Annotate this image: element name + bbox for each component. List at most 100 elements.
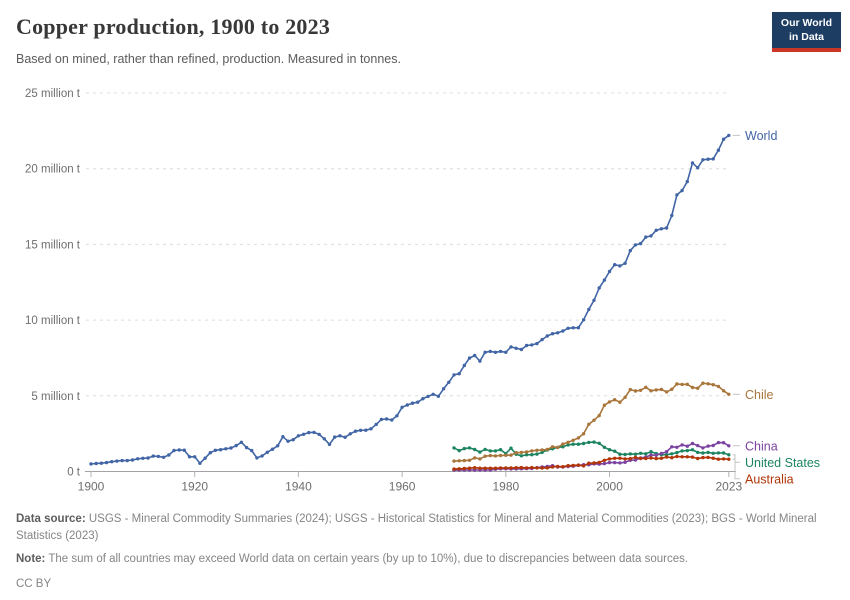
data-point[interactable] xyxy=(478,466,482,470)
data-point[interactable] xyxy=(613,456,617,460)
data-point[interactable] xyxy=(727,457,731,461)
data-point[interactable] xyxy=(498,466,503,470)
data-point[interactable] xyxy=(561,329,565,333)
series-label-world[interactable]: World xyxy=(745,129,777,143)
data-point[interactable] xyxy=(488,453,492,458)
data-point[interactable] xyxy=(110,460,114,464)
data-point[interactable] xyxy=(307,430,311,435)
data-point[interactable] xyxy=(535,341,539,346)
data-point[interactable] xyxy=(607,460,612,465)
data-point[interactable] xyxy=(685,455,689,459)
data-point[interactable] xyxy=(488,466,492,470)
data-point[interactable] xyxy=(628,387,632,392)
data-point[interactable] xyxy=(690,385,695,390)
data-point[interactable] xyxy=(535,452,539,456)
data-point[interactable] xyxy=(638,456,643,461)
data-point[interactable] xyxy=(602,461,607,466)
data-point[interactable] xyxy=(576,463,581,467)
data-point[interactable] xyxy=(338,434,342,438)
data-point[interactable] xyxy=(286,439,290,443)
data-point[interactable] xyxy=(530,453,534,457)
data-point[interactable] xyxy=(146,456,150,460)
data-point[interactable] xyxy=(659,387,664,392)
data-point[interactable] xyxy=(504,350,508,354)
data-point[interactable] xyxy=(545,466,549,470)
data-point[interactable] xyxy=(587,307,591,312)
data-point[interactable] xyxy=(94,461,98,466)
data-point[interactable] xyxy=(452,373,456,377)
data-point[interactable] xyxy=(327,442,332,447)
data-point[interactable] xyxy=(457,448,461,453)
data-point[interactable] xyxy=(607,457,612,461)
data-point[interactable] xyxy=(670,387,674,391)
data-point[interactable] xyxy=(115,459,119,463)
data-point[interactable] xyxy=(623,457,627,461)
data-point[interactable] xyxy=(519,454,524,458)
data-point[interactable] xyxy=(623,460,627,464)
data-point[interactable] xyxy=(473,466,477,470)
data-point[interactable] xyxy=(566,464,570,468)
data-point[interactable] xyxy=(509,345,513,349)
data-point[interactable] xyxy=(711,451,715,455)
data-point[interactable] xyxy=(649,234,653,238)
data-point[interactable] xyxy=(457,459,461,463)
data-point[interactable] xyxy=(613,263,617,267)
data-point[interactable] xyxy=(628,456,632,461)
data-point[interactable] xyxy=(493,454,498,458)
data-point[interactable] xyxy=(244,445,249,450)
data-point[interactable] xyxy=(654,388,658,392)
data-point[interactable] xyxy=(333,435,337,439)
data-point[interactable] xyxy=(550,332,555,336)
data-point[interactable] xyxy=(623,452,627,457)
data-point[interactable] xyxy=(519,465,524,470)
data-point[interactable] xyxy=(602,278,607,282)
data-point[interactable] xyxy=(654,228,658,232)
data-point[interactable] xyxy=(488,449,492,453)
data-point[interactable] xyxy=(498,448,503,452)
data-point[interactable] xyxy=(602,458,607,462)
data-point[interactable] xyxy=(296,434,301,438)
data-point[interactable] xyxy=(675,454,679,459)
data-point[interactable] xyxy=(592,440,596,444)
data-point[interactable] xyxy=(613,449,617,453)
data-point[interactable] xyxy=(498,349,503,354)
data-point[interactable] xyxy=(519,347,524,352)
data-point[interactable] xyxy=(649,389,653,393)
data-point[interactable] xyxy=(716,451,721,455)
data-point[interactable] xyxy=(151,454,155,458)
data-point[interactable] xyxy=(239,440,244,444)
data-point[interactable] xyxy=(633,458,638,462)
data-point[interactable] xyxy=(716,384,721,389)
data-point[interactable] xyxy=(265,450,269,454)
data-point[interactable] xyxy=(613,398,617,402)
data-point[interactable] xyxy=(514,466,518,470)
data-point[interactable] xyxy=(550,465,555,469)
data-point[interactable] xyxy=(530,449,534,453)
data-point[interactable] xyxy=(607,448,612,452)
data-point[interactable] xyxy=(649,450,653,454)
data-point[interactable] xyxy=(597,441,601,445)
data-point[interactable] xyxy=(696,450,700,455)
data-point[interactable] xyxy=(141,456,145,460)
data-point[interactable] xyxy=(556,331,560,335)
data-point[interactable] xyxy=(701,451,705,455)
data-point[interactable] xyxy=(462,466,466,471)
data-point[interactable] xyxy=(441,387,446,391)
data-point[interactable] xyxy=(576,326,581,330)
data-point[interactable] xyxy=(452,446,456,450)
data-point[interactable] xyxy=(685,448,689,453)
data-point[interactable] xyxy=(727,133,731,138)
data-point[interactable] xyxy=(172,448,176,453)
data-point[interactable] xyxy=(369,427,373,431)
data-point[interactable] xyxy=(633,452,638,456)
data-point[interactable] xyxy=(680,188,684,193)
data-point[interactable] xyxy=(721,451,726,455)
data-point[interactable] xyxy=(234,443,238,448)
data-point[interactable] xyxy=(493,350,498,354)
data-point[interactable] xyxy=(581,432,586,436)
data-point[interactable] xyxy=(125,458,129,463)
data-point[interactable] xyxy=(602,403,607,407)
data-point[interactable] xyxy=(540,448,544,452)
data-point[interactable] xyxy=(607,269,612,274)
data-point[interactable] xyxy=(654,453,658,457)
